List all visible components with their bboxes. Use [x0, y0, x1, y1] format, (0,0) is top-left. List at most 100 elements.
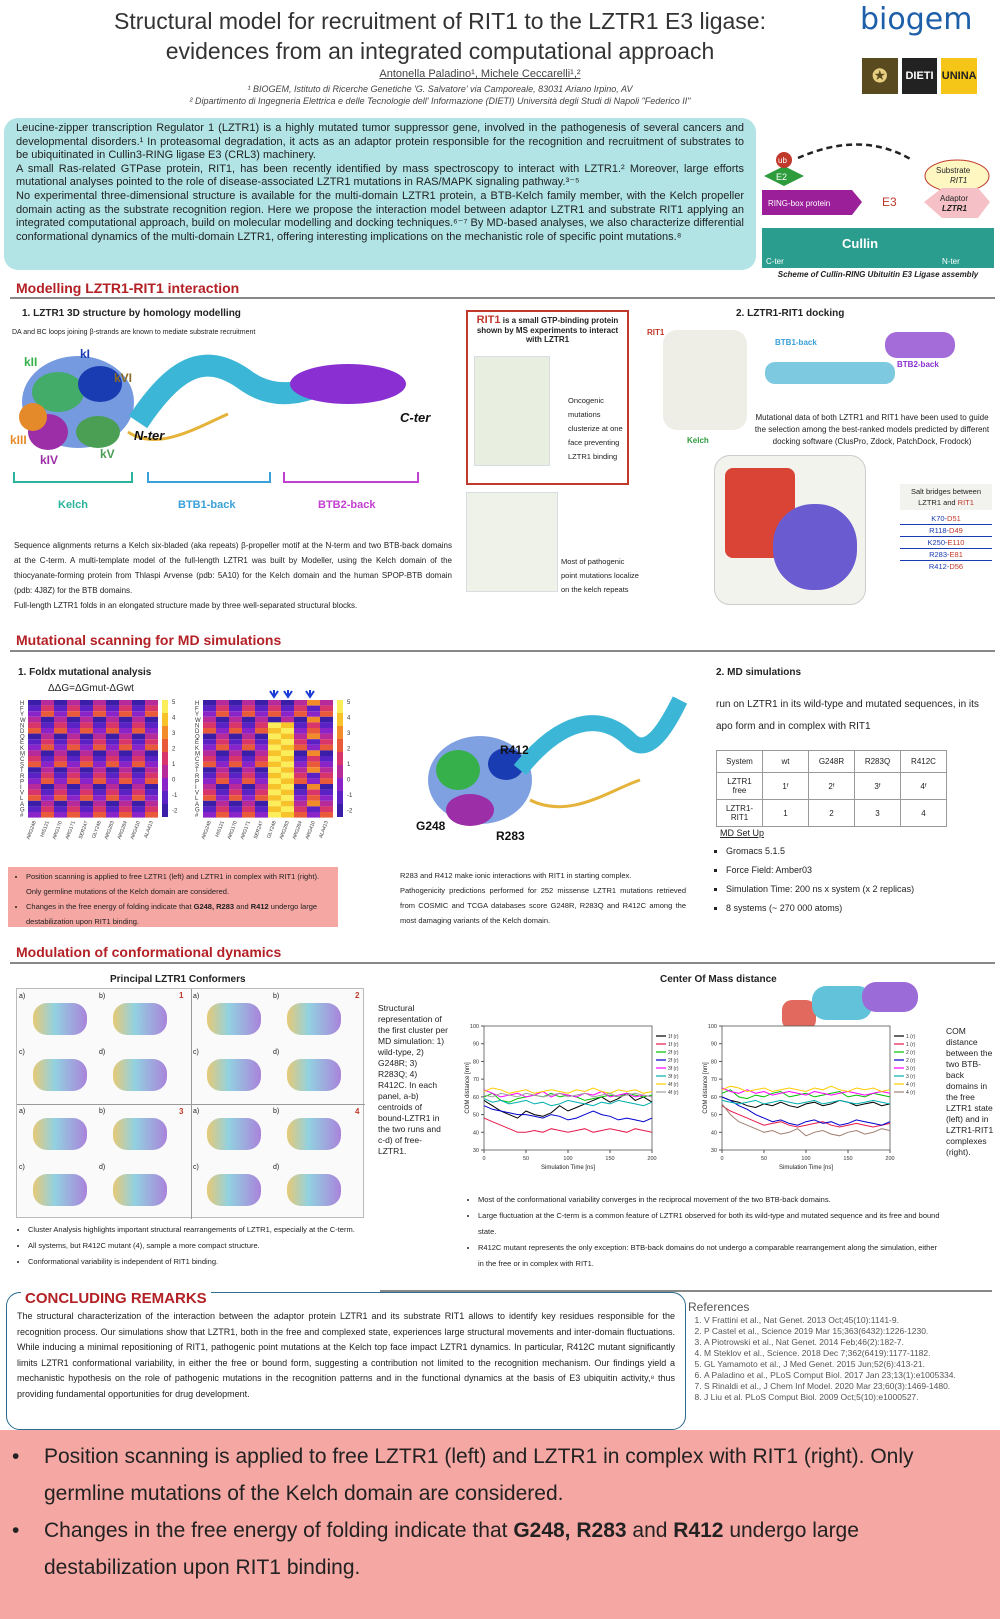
heatmap-cell	[255, 739, 268, 745]
heatmap-cell	[93, 812, 106, 818]
heatmap-cell	[119, 784, 132, 790]
heatmap-cell	[93, 716, 106, 723]
rit1-box-text: is a small GTP-binding protein shown by …	[476, 316, 619, 344]
heatmap-cell	[41, 750, 54, 756]
heatmap-cell	[281, 722, 294, 728]
heatmap-cell	[229, 772, 242, 779]
colorbar-label: 0	[347, 778, 351, 784]
heatmap-cell	[132, 789, 145, 796]
heatmap-cell	[41, 716, 54, 723]
heatmap-row-label: P	[20, 779, 24, 785]
docking-overview-figure: RIT1 BTB1-back BTB2-back Kelch	[645, 326, 995, 446]
heatmap-cell	[320, 705, 333, 712]
legend-label: 4f (r)	[668, 1082, 679, 1088]
conformers-bullets: Cluster Analysis highlights important st…	[14, 1222, 374, 1270]
heatmap-cell	[229, 705, 242, 712]
legend-label: 4 (r)	[906, 1082, 916, 1088]
docking-interface-image	[714, 455, 866, 605]
heatmap-cell	[307, 795, 320, 801]
colorbar-segment	[337, 713, 343, 726]
heatmap-col-label: HIS121	[215, 820, 226, 838]
linker-illustration	[127, 412, 229, 441]
heatmap-cell	[320, 767, 333, 773]
salt-bridge-lztr1: R412-	[928, 562, 950, 571]
note-text: undergo large destabilization upon RIT1 …	[26, 902, 318, 926]
heatmap-cell	[203, 711, 216, 717]
note-mutation-r412: R412	[673, 1519, 724, 1542]
panel-letter: c)	[19, 1049, 25, 1056]
heatmap-cell	[132, 784, 145, 790]
heatmap-cell	[54, 705, 67, 712]
salt-bridge-row: R118-D49	[900, 525, 992, 537]
y-tick-label: 80	[473, 1059, 479, 1065]
cullin-label: Cullin	[842, 236, 878, 251]
md-col-g248r: G248R	[808, 750, 855, 773]
colorbar-segment	[337, 752, 343, 765]
heatmap-row-label: Y	[195, 712, 199, 718]
heatmap-cell	[67, 778, 80, 784]
dock-label-kelch: Kelch	[687, 436, 709, 445]
y-tick-label: 90	[711, 1042, 717, 1048]
heatmap-cell	[106, 716, 119, 723]
heatmap-cell	[216, 812, 229, 818]
heatmap-cell	[216, 778, 229, 784]
btb2-back-illustration	[290, 364, 406, 404]
colorbar-label: 0	[172, 778, 176, 784]
legend-label: 2 (r)	[906, 1050, 916, 1056]
heatmap-cell	[41, 744, 54, 751]
com-bullet: R412C mutant represents the only excepti…	[478, 1240, 944, 1272]
heatmap-col-label: HIS121	[40, 820, 51, 838]
colorbar-label: 2	[347, 747, 351, 753]
heatmap-cell	[320, 778, 333, 784]
heatmap-cell	[93, 795, 106, 801]
md-setup-item: Simulation Time: 200 ns x system (x 2 re…	[726, 880, 914, 899]
table-cell: 3	[854, 799, 901, 827]
heatmap-row-label: N	[195, 723, 199, 729]
heatmap-cell	[28, 705, 41, 712]
heatmap-cell	[119, 778, 132, 784]
heatmap-cell	[145, 733, 158, 740]
heatmap-cell	[216, 711, 229, 717]
docking-text: Mutational data of both LZTR1 and RIT1 h…	[754, 413, 990, 446]
heatmap-cell	[268, 733, 281, 740]
heatmap-cell	[281, 806, 294, 812]
heatmap-cell	[203, 733, 216, 740]
heatmap-cell	[67, 812, 80, 818]
heatmap-cell	[132, 705, 145, 712]
heatmap-cell	[307, 722, 320, 728]
rit1-info-box: RIT1 is a small GTP-binding protein show…	[466, 310, 629, 485]
heatmap-cell	[67, 761, 80, 768]
conformers-bullet: All systems, but R412C mutant (4), sampl…	[28, 1238, 374, 1254]
dock-label-rit1: RIT1	[647, 328, 665, 337]
biogem-logo: biogem	[860, 2, 973, 37]
heatmap-cell	[255, 806, 268, 812]
y-tick-label: 100	[708, 1024, 717, 1030]
heatmap-row-label: L	[20, 796, 24, 802]
reference-item: A Paladino et al., PLoS Comput Biol. 201…	[704, 1370, 996, 1381]
heatmap-cell	[242, 744, 255, 751]
heatmap-row-label: D	[20, 729, 25, 735]
heatmap-cell	[93, 772, 106, 779]
conformer-structure-image	[287, 1118, 341, 1150]
md-col-system: System	[716, 750, 763, 773]
heatmap-cell	[255, 722, 268, 728]
heatmap-cell	[229, 812, 242, 818]
heatmap-cell	[294, 728, 307, 734]
btb1-bracket	[147, 472, 271, 483]
heatmap-row-label: L	[195, 796, 199, 802]
transfer-arrow	[797, 143, 913, 162]
heatmap-row-label: E	[20, 740, 24, 746]
md-col-r283q: R283Q	[854, 750, 901, 773]
salt-bridges-header: Salt bridges between LZTR1 and RIT1	[900, 484, 992, 510]
heatmap-cell	[106, 795, 119, 801]
conformer-structure-image	[207, 1118, 261, 1150]
homology-text-1: Sequence alignments returns a Kelch six-…	[14, 541, 452, 595]
reference-item: GL Yamamoto et al., J Med Genet. 2015 Ju…	[704, 1359, 996, 1370]
heatmap-cell	[229, 744, 242, 751]
y-tick-label: 100	[470, 1024, 479, 1030]
heatmap-cell	[67, 728, 80, 734]
x-axis-label: Simulation Time [ns]	[779, 1165, 833, 1171]
heatmap-cell	[268, 716, 281, 723]
salt-bridge-lztr1: K70-	[931, 514, 948, 523]
